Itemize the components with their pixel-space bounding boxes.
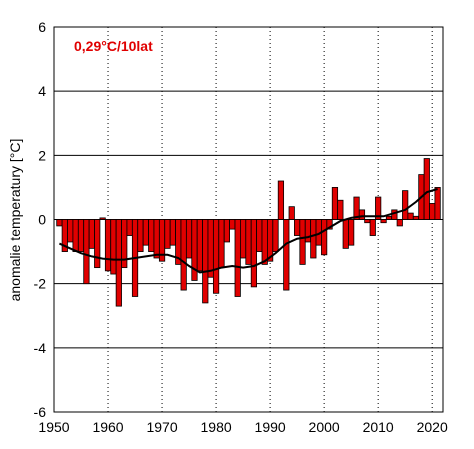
- bar-1951: [56, 219, 63, 227]
- bar-1997: [304, 219, 312, 243]
- bar-2004: [342, 219, 349, 249]
- bar-1957: [88, 219, 95, 249]
- bar-1956: [83, 219, 90, 285]
- x-tick-label: 2010: [363, 419, 394, 435]
- y-axis-title: anomalie temperatury [°C]: [7, 139, 23, 302]
- bar-1966: [137, 219, 144, 252]
- x-tick-label: 2000: [309, 419, 340, 435]
- y-tick-label: 2: [38, 147, 46, 163]
- bar-1954: [72, 219, 79, 252]
- bar-1962: [115, 219, 122, 307]
- bar-1963: [121, 219, 128, 269]
- bar-1988: [256, 219, 263, 252]
- bar-1989: [261, 219, 268, 265]
- bar-2012: [385, 215, 393, 220]
- bar-1975: [185, 219, 193, 259]
- x-tick-label: 1980: [201, 419, 232, 435]
- bar-1953: [67, 219, 74, 243]
- bar-1971: [164, 219, 171, 249]
- bar-2021: [434, 187, 441, 220]
- axes: -6 -4 -2 0 2 4 6 1950 1960 1970 1980 1990 2000 2010 20…: [34, 19, 448, 435]
- bar-2002: [331, 187, 339, 220]
- bar-1998: [310, 219, 317, 259]
- bar-2008: [364, 219, 371, 224]
- bar-2011: [380, 219, 387, 224]
- bar-1960: [104, 219, 112, 272]
- bar-1992: [277, 180, 285, 220]
- anomaly-bars: [56, 158, 441, 307]
- bar-1968: [148, 219, 155, 252]
- bar-1964: [126, 219, 133, 236]
- bar-2019: [423, 158, 430, 220]
- bar-1958: [94, 219, 101, 269]
- bar-1980: [212, 219, 220, 294]
- y-tick-label: -4: [34, 340, 47, 356]
- bar-1993: [283, 219, 290, 291]
- bar-2007: [358, 209, 366, 220]
- bar-1987: [250, 219, 258, 288]
- bar-1959: [99, 217, 106, 220]
- bar-2020: [429, 203, 436, 220]
- x-tick-label: 1970: [146, 419, 177, 435]
- bar-1991: [272, 219, 279, 252]
- bar-1979: [207, 219, 214, 278]
- bar-2006: [353, 196, 360, 220]
- x-tick-label: 2020: [417, 419, 448, 435]
- bar-2010: [375, 196, 382, 220]
- x-tick-label: 1960: [92, 419, 123, 435]
- smoothed-trend-line: [58, 188, 438, 274]
- x-tick-label: 1950: [38, 419, 69, 435]
- plot-frame: [53, 26, 444, 413]
- y-tick-label: -2: [34, 276, 47, 292]
- bar-1978: [202, 219, 209, 304]
- bar-1985: [239, 219, 247, 259]
- y-tick-label: 6: [38, 19, 46, 35]
- bar-1969: [153, 219, 160, 259]
- bar-1983: [229, 219, 236, 230]
- x-tick-label: 1990: [255, 419, 286, 435]
- bar-1994: [288, 206, 295, 220]
- bar-1961: [110, 219, 117, 275]
- bar-2000: [321, 219, 328, 256]
- bar-1972: [169, 219, 176, 246]
- bar-1982: [223, 219, 230, 243]
- bar-1955: [77, 219, 85, 252]
- bar-2003: [337, 199, 344, 220]
- bar-2014: [396, 219, 403, 227]
- bar-2015: [402, 190, 409, 220]
- bar-1996: [299, 219, 306, 265]
- bar-1986: [245, 219, 252, 265]
- y-tick-label: 0: [38, 212, 46, 228]
- bar-1995: [294, 219, 301, 236]
- y-tick-label: -6: [34, 404, 47, 420]
- y-tick-label: 4: [38, 83, 46, 99]
- bar-1977: [196, 219, 203, 272]
- bar-2016: [407, 212, 414, 220]
- bar-2005: [348, 219, 355, 246]
- bar-1974: [180, 219, 187, 291]
- bar-2009: [369, 219, 376, 236]
- bar-1984: [234, 219, 241, 297]
- trend-rate-annotation: 0,29°C/10lat: [74, 38, 153, 54]
- bar-1981: [218, 219, 225, 269]
- bar-2017: [412, 215, 420, 220]
- bar-1967: [142, 219, 149, 246]
- smoothed-trend: [58, 188, 438, 274]
- bar-2001: [326, 219, 333, 230]
